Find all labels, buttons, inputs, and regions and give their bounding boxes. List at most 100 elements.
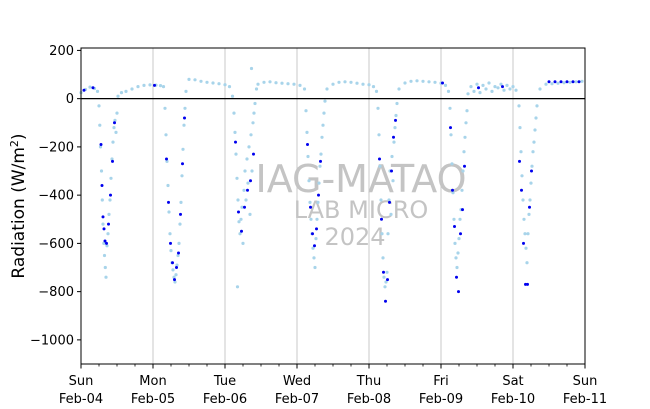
- x-tick-day: Tue: [213, 374, 236, 389]
- data-point-light: [458, 217, 462, 221]
- data-point-light: [233, 130, 237, 134]
- data-point-light: [534, 116, 538, 120]
- data-point-light: [104, 275, 108, 279]
- data-point-dark: [453, 225, 456, 228]
- data-point-light: [110, 157, 114, 161]
- data-point-light: [518, 126, 522, 130]
- x-tick-date: Feb-05: [131, 392, 175, 407]
- data-point-light: [568, 80, 572, 84]
- y-axis-title: Radiation (W/m2): [8, 133, 29, 278]
- data-point-dark: [107, 222, 110, 226]
- data-point-dark: [463, 164, 466, 168]
- data-point-light: [454, 256, 458, 260]
- data-point-light: [172, 275, 176, 279]
- data-point-light: [280, 81, 284, 85]
- data-point-light: [235, 176, 239, 180]
- data-point-light: [502, 88, 506, 92]
- data-point-light: [166, 183, 170, 188]
- x-tick-date: Feb-07: [275, 392, 319, 407]
- data-point-light: [450, 162, 454, 166]
- y-tick-label: −1000: [30, 333, 74, 348]
- data-point-light: [107, 212, 111, 216]
- data-point-dark: [384, 299, 387, 303]
- data-point-light: [313, 265, 317, 270]
- data-point-light: [367, 83, 371, 87]
- data-point-light: [205, 80, 209, 84]
- data-point-light: [397, 87, 401, 91]
- data-point-light: [385, 270, 389, 274]
- data-point-light: [472, 89, 476, 93]
- data-point-light: [527, 212, 531, 216]
- data-point-light: [475, 82, 479, 86]
- data-point-light: [544, 82, 548, 86]
- data-point-light: [478, 91, 482, 95]
- data-point-light: [182, 123, 186, 127]
- data-point-dark: [520, 188, 523, 192]
- data-point-light: [161, 85, 166, 89]
- data-point-light: [112, 126, 116, 130]
- data-point-dark: [522, 241, 525, 245]
- data-point-light: [98, 123, 102, 127]
- x-tick-day: Mon: [139, 374, 166, 389]
- data-point-dark: [449, 126, 452, 130]
- data-point-dark: [501, 85, 504, 89]
- data-point-light: [377, 133, 381, 137]
- data-point-dark: [99, 143, 103, 146]
- data-point-light: [319, 152, 323, 156]
- data-point-light: [142, 83, 146, 87]
- data-point-dark: [553, 80, 557, 84]
- data-point-light: [403, 81, 407, 85]
- data-point-light: [448, 106, 452, 110]
- data-point-light: [530, 164, 534, 168]
- data-point-light: [168, 232, 172, 236]
- data-point-light: [250, 169, 254, 173]
- data-point-dark: [565, 80, 569, 84]
- data-point-light: [286, 82, 290, 86]
- data-point-light: [177, 241, 181, 245]
- data-point-dark: [461, 208, 464, 212]
- data-point-light: [292, 82, 296, 86]
- data-point-light: [446, 89, 451, 93]
- data-point-light: [380, 232, 384, 236]
- data-point-dark: [181, 162, 184, 166]
- data-point-light: [349, 80, 353, 84]
- y-tick-label: −800: [38, 285, 74, 300]
- x-tick-date: Feb-04: [59, 392, 103, 407]
- data-point-light: [453, 241, 457, 245]
- data-point-light: [239, 217, 243, 221]
- data-point-light: [522, 217, 526, 221]
- x-tick-date: Feb-11: [563, 392, 607, 407]
- data-point-light: [245, 157, 249, 161]
- data-point-light: [312, 256, 316, 260]
- data-point-light: [493, 85, 497, 89]
- data-point-dark: [392, 135, 395, 139]
- watermark-line-1: IAG-MATAO: [255, 157, 466, 201]
- data-point-light: [390, 154, 394, 159]
- data-point-light: [247, 145, 251, 149]
- data-point-light: [230, 94, 235, 98]
- data-point-light: [394, 113, 398, 118]
- data-point-light: [361, 82, 365, 86]
- data-point-dark: [378, 157, 381, 161]
- data-point-light: [274, 81, 278, 85]
- data-point-light: [174, 273, 178, 277]
- data-point-dark: [577, 80, 581, 84]
- data-point-light: [393, 126, 397, 130]
- data-point-dark: [315, 227, 318, 231]
- data-point-light: [136, 85, 140, 89]
- data-point-light: [307, 179, 311, 183]
- data-point-light: [323, 99, 327, 103]
- data-point-light: [574, 80, 578, 84]
- data-point-light: [178, 222, 182, 226]
- data-point-light: [148, 83, 152, 87]
- data-point-dark: [105, 241, 108, 245]
- x-tick-day: Sun: [573, 374, 598, 389]
- data-point-light: [98, 145, 103, 149]
- data-point-light: [322, 111, 326, 115]
- data-point-dark: [167, 200, 170, 204]
- data-point-light: [433, 80, 437, 84]
- data-point-dark: [100, 184, 104, 187]
- data-point-light: [100, 198, 104, 202]
- data-point-dark: [451, 188, 454, 192]
- x-tick-date: Feb-09: [419, 392, 463, 407]
